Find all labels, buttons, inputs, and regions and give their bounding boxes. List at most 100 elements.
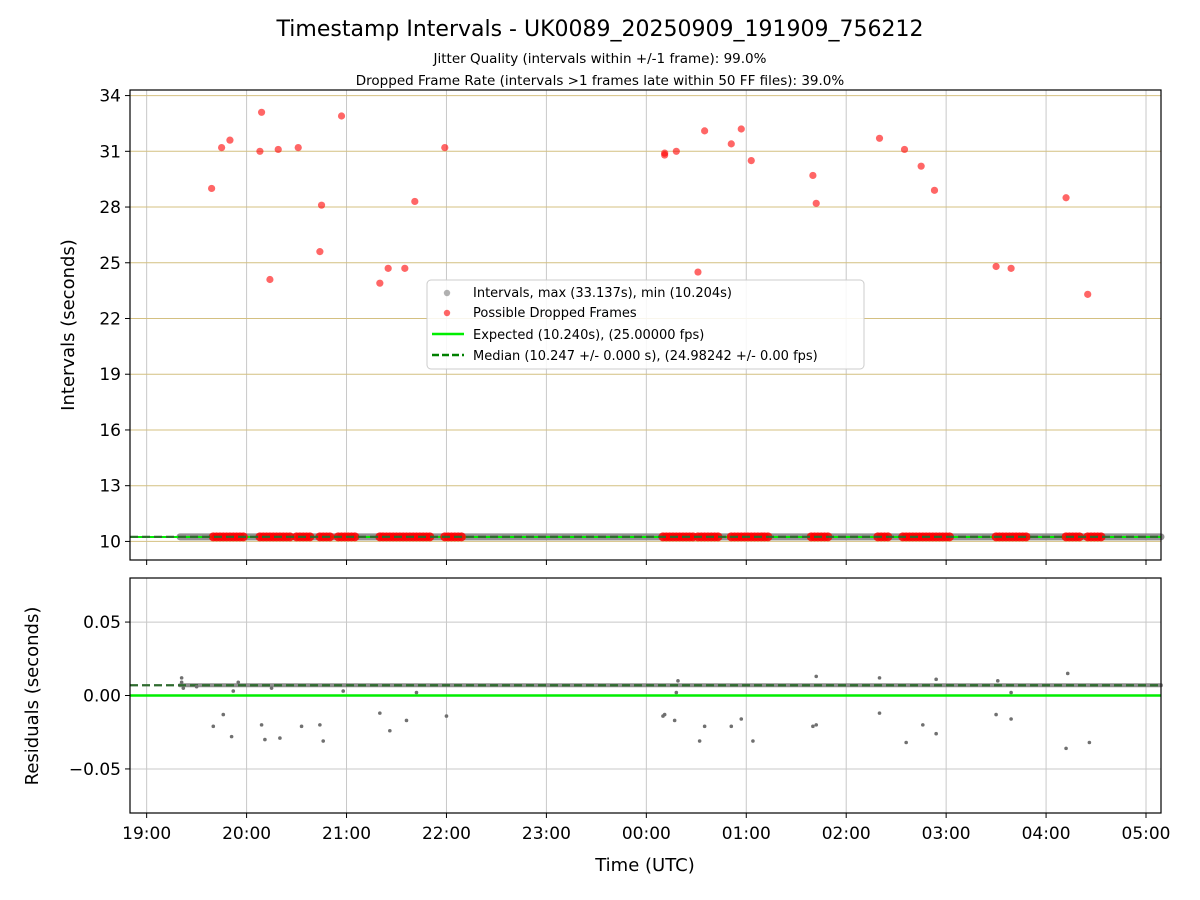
legend-label-intervals: Intervals, max (33.137s), min (10.204s) — [473, 286, 732, 301]
residuals-panel: −0.05 0.00 0.05 — [69, 577, 1163, 814]
top-y-tick-label: 28 — [99, 198, 121, 218]
dropped-frame-point — [411, 197, 419, 206]
top-y-tick-label: 13 — [99, 477, 121, 497]
residual-point — [1064, 746, 1068, 751]
dropped-frame-point — [992, 262, 1000, 271]
residual-point — [697, 739, 702, 743]
residual-point — [299, 724, 304, 729]
bottom-y-tick-label: 0.05 — [83, 613, 121, 633]
x-tick-label: 01:00 — [722, 824, 771, 844]
dropped-frame-point — [441, 143, 449, 152]
dropped-frame-point — [812, 199, 820, 207]
residual-point — [181, 686, 186, 690]
x-axis-label: Time (UTC) — [594, 855, 695, 876]
residual-point — [921, 723, 925, 727]
x-tick-label: 02:00 — [822, 824, 871, 844]
dropped-frame-point — [226, 136, 234, 144]
residual-point — [229, 734, 234, 739]
legend-marker-dropped — [443, 309, 451, 317]
residual-point — [378, 711, 382, 715]
legend-marker-intervals — [443, 289, 451, 297]
dropped-frame-point — [384, 264, 392, 272]
residual-point — [318, 723, 322, 727]
residual-point — [934, 677, 938, 682]
residual-point — [1065, 671, 1070, 676]
dropped-frame-point — [875, 134, 884, 142]
residual-point — [179, 676, 184, 680]
dropped-frame-point — [274, 145, 282, 154]
residual-point — [674, 690, 679, 695]
x-tick-label: 05:00 — [1122, 824, 1171, 844]
chart-title: Timestamp Intervals - UK0089_20250909_19… — [276, 17, 924, 42]
top-y-tick-label: 22 — [99, 309, 121, 329]
dropped-frame-point — [917, 162, 925, 170]
bottom-y-axis-label: Residuals (seconds) — [22, 607, 43, 786]
residual-point — [263, 737, 267, 742]
residual-point — [1087, 740, 1092, 745]
residual-point — [221, 712, 226, 717]
residual-point — [1009, 690, 1013, 695]
time-axis: 19:00 20:00 21:00 22:00 23:00 00:00 01:00 02:00… — [122, 813, 1171, 844]
residual-point — [388, 728, 392, 733]
residual-point — [194, 684, 199, 689]
residual-point — [904, 740, 908, 745]
residual-point — [269, 686, 274, 690]
residual-point — [739, 717, 744, 721]
bottom-y-tick-label: 0.00 — [83, 687, 121, 707]
residual-point — [662, 712, 667, 717]
residual-point — [729, 724, 734, 729]
residual-point — [414, 690, 419, 695]
dropped-frame-point — [809, 171, 817, 180]
dropped-frame-band-point — [305, 532, 315, 542]
dropped-frame-point — [694, 268, 702, 276]
top-y-tick-label: 31 — [99, 142, 121, 162]
dropped-frame-point — [1062, 194, 1070, 202]
legend-label-dropped: Possible Dropped Frames — [473, 306, 637, 321]
residual-point — [814, 723, 819, 727]
residual-point — [1009, 717, 1013, 721]
residual-point — [995, 679, 1000, 683]
x-tick-label: 19:00 — [122, 824, 171, 844]
residual-point — [877, 711, 882, 715]
dropped-frame-point — [672, 147, 680, 155]
dropped-frame-point — [208, 184, 216, 193]
residual-point — [751, 739, 755, 743]
top-y-tick-label: 10 — [99, 532, 121, 552]
dropped-frame-band-point — [350, 532, 360, 542]
x-tick-label: 23:00 — [522, 824, 571, 844]
top-y-tick-label: 25 — [99, 254, 121, 274]
residual-point — [934, 731, 938, 736]
dropped-frame-point — [317, 201, 326, 209]
dropped-frame-point — [401, 264, 409, 272]
residual-point — [211, 724, 216, 729]
legend-label-median: Median (10.247 +/- 0.000 s), (24.98242 +… — [473, 349, 818, 364]
residual-point — [877, 676, 882, 680]
legend: Intervals, max (33.137s), min (10.204s) … — [426, 279, 865, 370]
residual-point — [994, 712, 998, 717]
dropped-frame-point — [747, 156, 755, 165]
x-tick-label: 04:00 — [1022, 824, 1071, 844]
dropped-frame-point — [294, 143, 302, 152]
top-y-tick-label: 34 — [99, 87, 121, 107]
x-tick-label: 00:00 — [622, 824, 671, 844]
x-tick-label: 20:00 — [222, 824, 271, 844]
legend-box — [426, 279, 865, 370]
dropped-frame-point — [266, 275, 274, 284]
bottom-y-tick-label: −0.05 — [69, 760, 121, 780]
top-y-axis-label: Intervals (seconds) — [58, 239, 79, 411]
dropped-frame-band-point — [425, 532, 435, 542]
chart-subtitle-dropped: Dropped Frame Rate (intervals >1 frames … — [356, 73, 845, 89]
dropped-frame-band-point — [1021, 532, 1031, 542]
top-y-tick-label: 19 — [99, 365, 121, 385]
residual-point — [811, 724, 815, 729]
dropped-frame-point — [1084, 290, 1092, 298]
dropped-frame-point — [316, 248, 324, 256]
residual-point — [814, 674, 819, 679]
dropped-frame-point — [337, 112, 346, 120]
dropped-frame-point — [256, 147, 264, 155]
residual-point — [672, 718, 677, 723]
dropped-frame-point — [930, 186, 939, 194]
residual-point — [278, 736, 282, 740]
